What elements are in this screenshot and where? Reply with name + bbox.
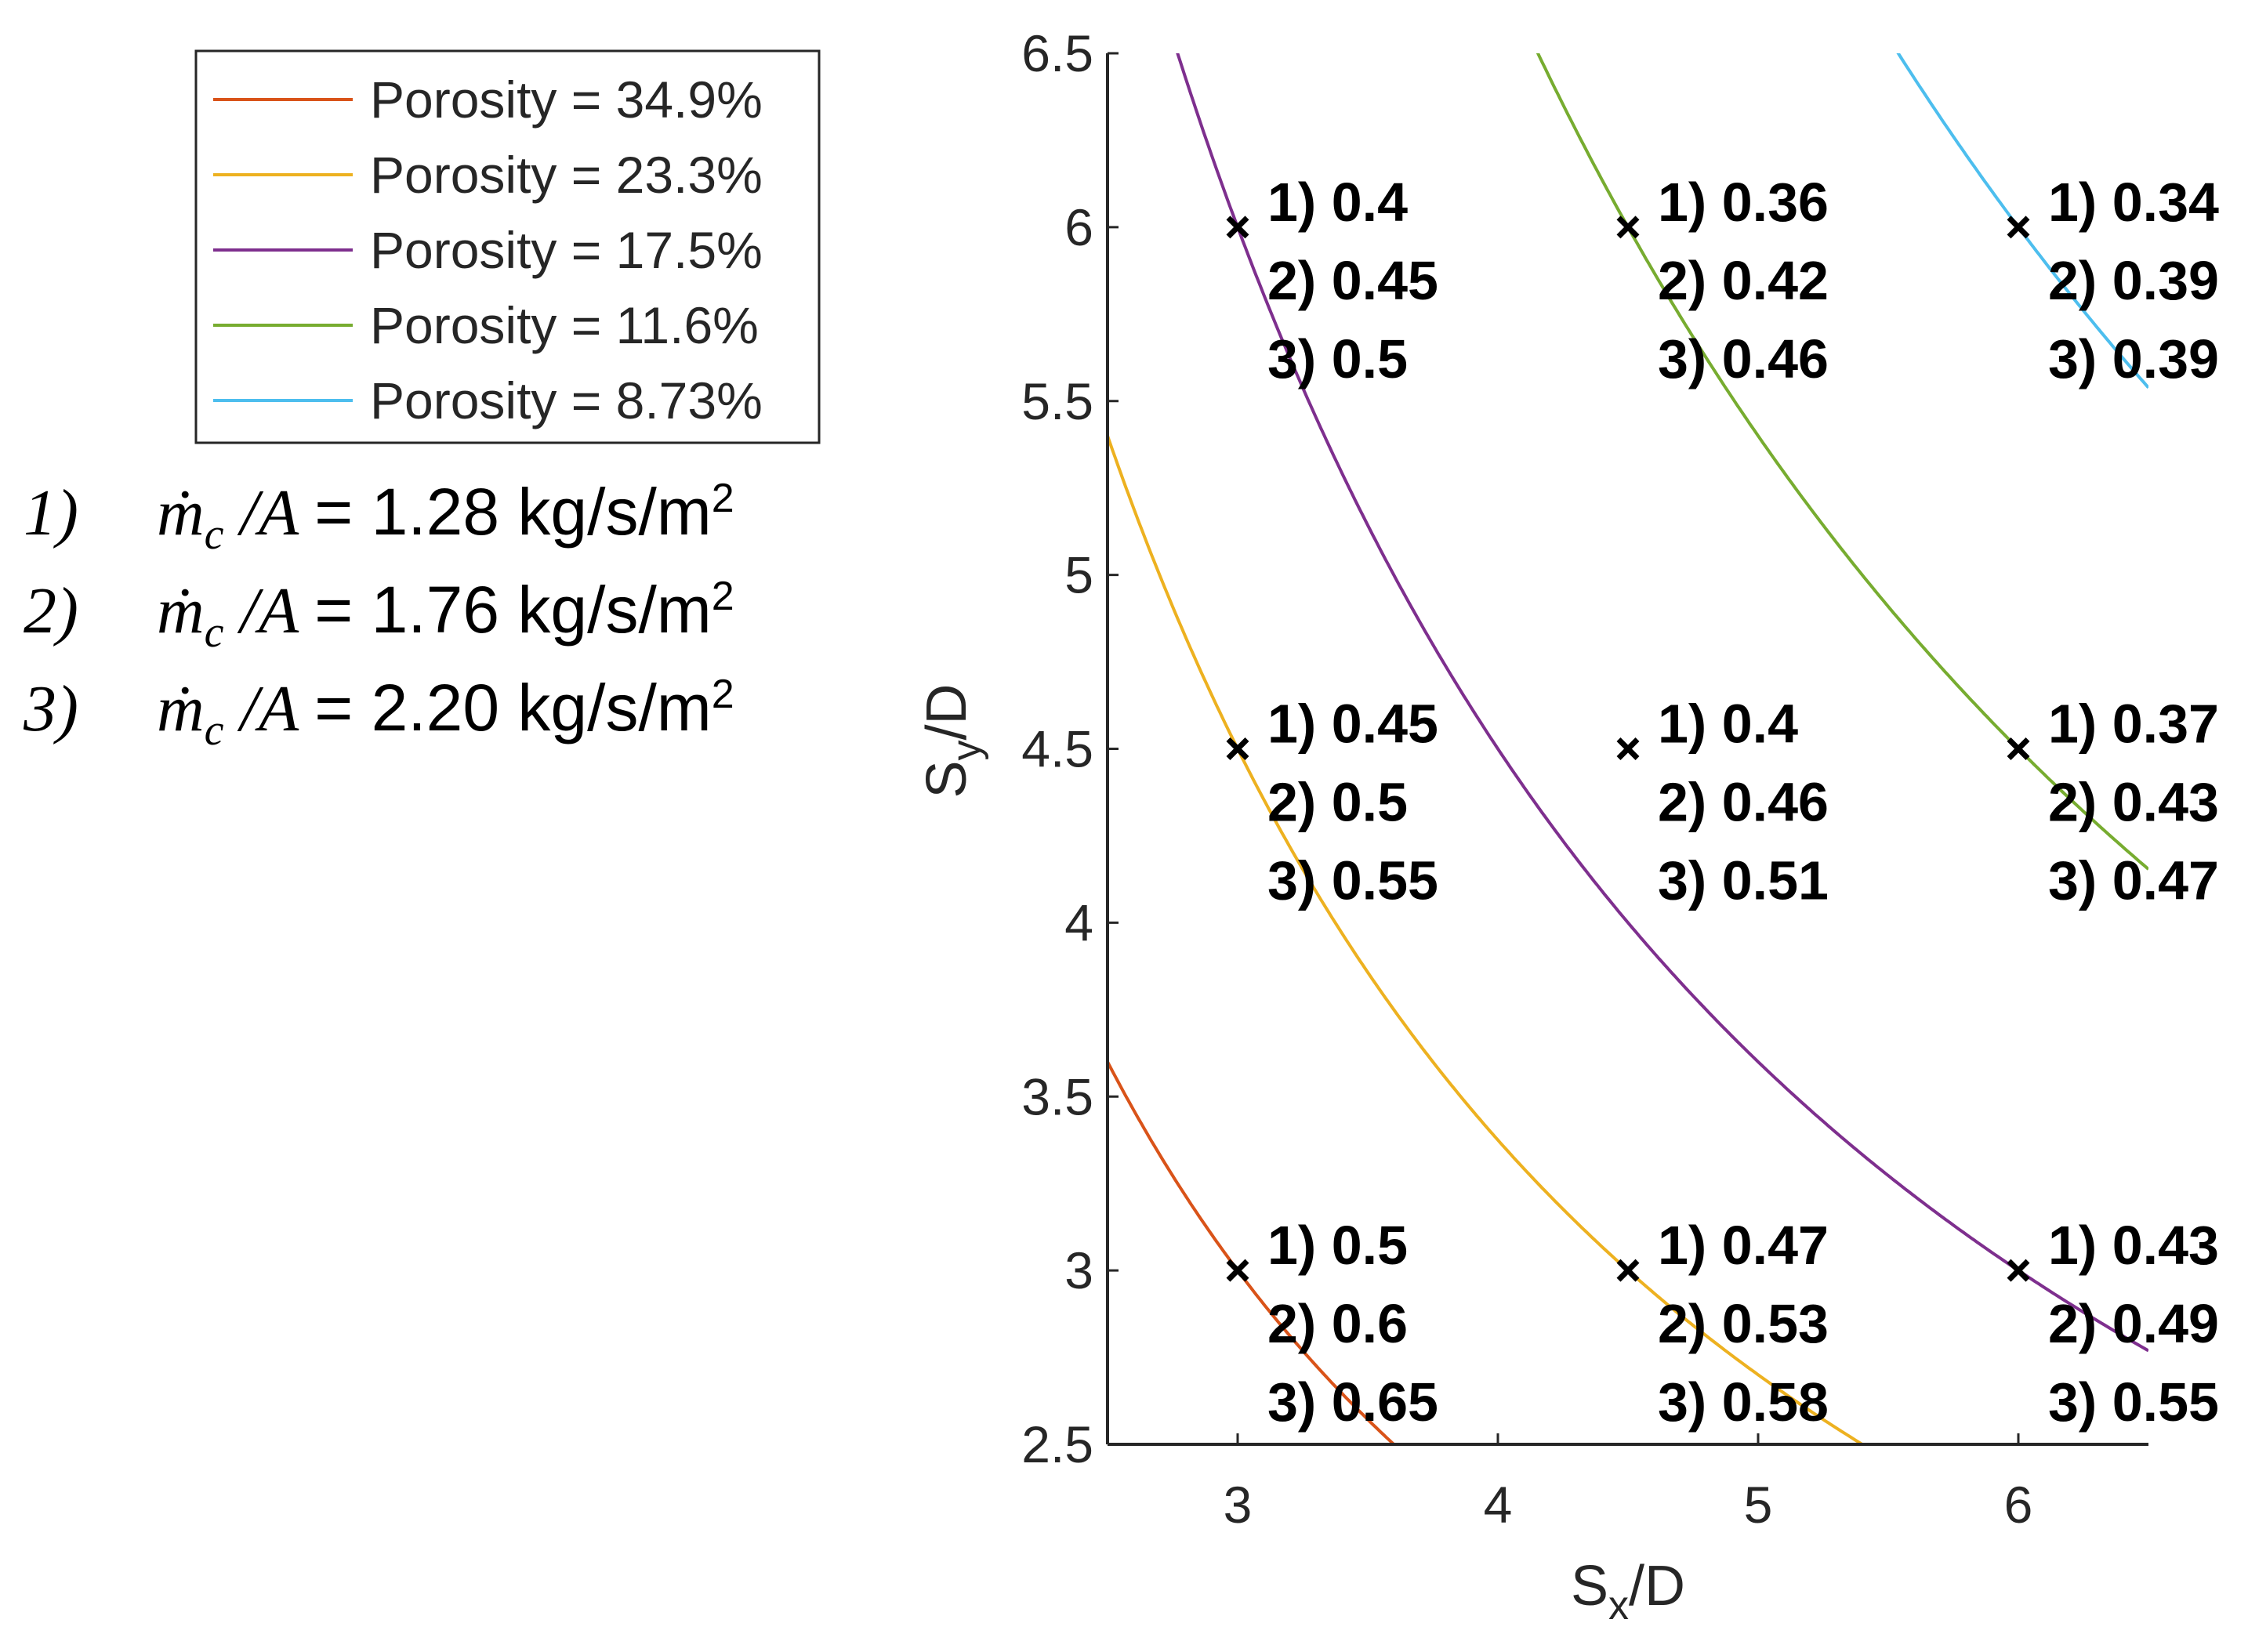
flux-note-value: = 1.28 kg/s/m2 xyxy=(314,475,734,549)
point-annotation: 1) 0.37 xyxy=(2048,694,2219,755)
data-marker-5 xyxy=(1616,737,1640,760)
x-tick-label: 5 xyxy=(1744,1476,1773,1534)
point-annotation: 1) 0.5 xyxy=(1267,1215,1408,1276)
flux-notes: 1) ṁc /A = 1.28 kg/s/m2 2) ṁc /A = 1.76 … xyxy=(24,474,847,768)
point-annotation: 3) 0.55 xyxy=(1267,850,1438,911)
flux-note-1: 1) ṁc /A = 1.28 kg/s/m2 xyxy=(24,474,847,572)
point-annotation: 3) 0.39 xyxy=(2048,328,2219,389)
series-line-5 xyxy=(1896,53,2148,389)
y-tick-label: 3.5 xyxy=(1021,1067,1093,1125)
point-annotation: 2) 0.6 xyxy=(1267,1293,1408,1354)
legend-label-4: Porosity = 11.6% xyxy=(370,296,759,354)
y-tick-label: 5.5 xyxy=(1021,372,1093,430)
axes-layer: 2.5 3 3.5 4 4.5 5 5.5 6 6.5 3 4 5 6 Sx/D Sy/D xyxy=(916,24,2148,1628)
point-annotation: 1) 0.34 xyxy=(2048,172,2219,233)
flux-note-number: 2) xyxy=(24,574,78,647)
point-annotation: 2) 0.42 xyxy=(1658,250,1829,311)
point-annotation: 2) 0.43 xyxy=(2048,772,2219,833)
x-tick-label: 4 xyxy=(1484,1476,1513,1534)
data-marker-6 xyxy=(2007,737,2030,760)
point-annotation: 3) 0.51 xyxy=(1658,850,1829,911)
y-tick-label: 3 xyxy=(1064,1241,1093,1299)
curve-layer xyxy=(1108,53,2148,1444)
flux-note-3: 3) ṁc /A = 2.20 kg/s/m2 xyxy=(24,670,847,768)
point-annotation: 1) 0.36 xyxy=(1658,172,1829,233)
flux-note-symbol: ṁc /A xyxy=(157,672,299,755)
legend-label-1: Porosity = 34.9% xyxy=(370,71,763,129)
data-marker-4 xyxy=(1226,737,1249,760)
data-marker-8 xyxy=(1616,1259,1640,1282)
point-annotation: 2) 0.46 xyxy=(1658,772,1829,833)
point-annotation: 2) 0.45 xyxy=(1267,250,1438,311)
legend-box xyxy=(194,49,821,444)
point-annotation: 2) 0.5 xyxy=(1267,772,1408,833)
y-axis-title: Sy/D xyxy=(916,683,989,798)
x-tick-label: 6 xyxy=(2004,1476,2033,1534)
series-line-1 xyxy=(1108,1060,1397,1444)
point-annotation: 3) 0.58 xyxy=(1658,1371,1829,1433)
marker-layer xyxy=(1226,216,2030,1282)
y-tick-label: 6 xyxy=(1064,198,1093,256)
y-tick-label: 5 xyxy=(1064,546,1093,604)
flux-note-value: = 2.20 kg/s/m2 xyxy=(314,671,734,744)
point-annotation: 3) 0.55 xyxy=(2048,1371,2219,1433)
x-axis-title: Sx/D xyxy=(1571,1555,1685,1628)
point-annotation: 3) 0.5 xyxy=(1267,328,1408,389)
point-annotation: 1) 0.45 xyxy=(1267,694,1438,755)
point-annotation: 1) 0.4 xyxy=(1658,694,1798,755)
data-marker-7 xyxy=(1226,1259,1249,1282)
y-tick-label: 6.5 xyxy=(1021,24,1093,82)
data-marker-2 xyxy=(1616,216,1640,239)
series-line-2 xyxy=(1108,435,1865,1444)
legend-label-3: Porosity = 17.5% xyxy=(370,221,763,279)
legend: Porosity = 34.9% Porosity = 23.3% Porosity… xyxy=(194,49,821,444)
point-annotation: 1) 0.4 xyxy=(1267,172,1408,233)
point-annotation: 2) 0.39 xyxy=(2048,250,2219,311)
y-tick-label: 4.5 xyxy=(1021,720,1093,778)
point-annotation: 1) 0.43 xyxy=(2048,1215,2219,1276)
x-tick-label: 3 xyxy=(1224,1476,1253,1534)
point-annotation: 2) 0.53 xyxy=(1658,1293,1829,1354)
flux-note-2: 2) ṁc /A = 1.76 kg/s/m2 xyxy=(24,572,847,670)
annotation-layer: 1) 0.4 2) 0.45 3) 0.5 1) 0.36 2) 0.42 3) 0.46… xyxy=(1267,172,2219,1433)
flux-note-value: = 1.76 kg/s/m2 xyxy=(314,573,734,647)
legend-label-2: Porosity = 23.3% xyxy=(370,146,763,204)
data-marker-3 xyxy=(2007,216,2030,239)
point-annotation: 1) 0.47 xyxy=(1658,1215,1829,1276)
data-marker-1 xyxy=(1226,216,1249,239)
flux-note-number: 1) xyxy=(24,476,78,549)
flux-note-number: 3) xyxy=(24,672,78,745)
flux-note-symbol: ṁc /A xyxy=(157,574,299,657)
series-line-4 xyxy=(1536,53,2148,871)
legend-label-5: Porosity = 8.73% xyxy=(370,371,763,429)
point-annotation: 3) 0.46 xyxy=(1658,328,1829,389)
y-tick-label: 4 xyxy=(1064,893,1093,951)
point-annotation: 2) 0.49 xyxy=(2048,1293,2219,1354)
point-annotation: 3) 0.47 xyxy=(2048,850,2219,911)
data-marker-9 xyxy=(2007,1259,2030,1282)
y-tick-label: 2.5 xyxy=(1021,1415,1093,1473)
point-annotation: 3) 0.65 xyxy=(1267,1371,1438,1433)
series-line-3 xyxy=(1176,53,2148,1353)
flux-note-symbol: ṁc /A xyxy=(157,476,299,559)
